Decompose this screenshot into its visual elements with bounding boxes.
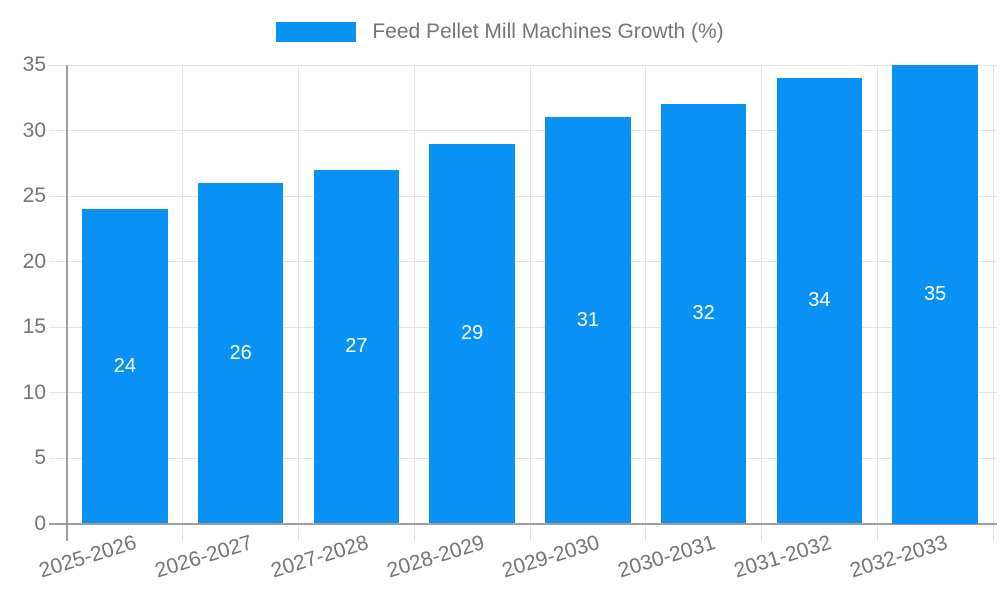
y-axis-tick-label: 5 (34, 446, 46, 469)
y-gridline (49, 392, 997, 393)
y-axis-tick-label: 10 (22, 380, 46, 404)
y-axis-tick-label: 35 (22, 53, 46, 76)
x-axis-tick (298, 523, 299, 541)
y-gridline (49, 195, 997, 197)
bar[interactable]: 24 (82, 209, 168, 524)
bar-value-label: 29 (461, 322, 484, 345)
x-axis-tick-label: 2027-2028 (268, 531, 372, 583)
x-axis-tick-label: 2032-2033 (847, 531, 950, 583)
y-gridline (49, 130, 997, 131)
y-axis-line (65, 65, 68, 541)
bar-value-label: 34 (808, 289, 831, 312)
y-axis-tick-label: 30 (22, 118, 46, 142)
x-axis-tick-label: 2029-2030 (499, 531, 603, 583)
legend-swatch[interactable] (276, 22, 357, 42)
bar-value-label: 26 (229, 341, 252, 364)
x-gridline (761, 65, 762, 524)
x-gridline (645, 65, 647, 524)
x-gridline (298, 65, 299, 524)
x-gridline (876, 65, 878, 524)
x-axis-tick (876, 523, 878, 541)
x-axis-tick (761, 523, 762, 541)
y-axis-tick-label: 20 (22, 249, 46, 273)
y-axis-tick-label: 0 (34, 511, 46, 535)
x-gridline (992, 65, 994, 524)
y-gridline (49, 457, 997, 459)
y-gridline (49, 64, 997, 66)
bar[interactable]: 34 (776, 78, 863, 524)
x-axis-tick-label: 2025-2026 (36, 531, 140, 583)
x-axis-tick (645, 523, 647, 541)
x-axis-tick-label: 2028-2029 (384, 531, 487, 583)
x-axis-tick-label: 2030-2031 (615, 531, 719, 583)
y-axis-tick-label: 25 (22, 184, 46, 207)
x-gridline (182, 65, 184, 524)
bar[interactable]: 29 (429, 143, 515, 524)
x-axis-tick-label: 2026-2027 (152, 531, 256, 583)
bar[interactable]: 31 (545, 117, 631, 524)
bar[interactable]: 26 (197, 182, 284, 524)
x-gridline (529, 65, 531, 524)
x-axis-tick (992, 523, 994, 541)
bar-value-label: 24 (113, 354, 136, 377)
x-axis-line (49, 522, 997, 525)
x-axis-tick (182, 523, 184, 541)
bar[interactable]: 27 (313, 169, 400, 524)
x-axis-tick (529, 523, 531, 541)
bar[interactable]: 32 (660, 104, 747, 524)
legend: Feed Pellet Mill Machines Growth (%) (0, 20, 1000, 44)
bar-value-label: 27 (345, 335, 368, 358)
y-gridline (49, 326, 997, 328)
y-gridline (49, 261, 997, 262)
bar-value-label: 32 (692, 302, 715, 325)
y-axis-tick-label: 15 (22, 315, 46, 338)
bar[interactable]: 35 (892, 65, 978, 524)
x-axis-tick-label: 2031-2032 (731, 531, 835, 583)
bar-value-label: 31 (576, 308, 599, 331)
bar-value-label: 35 (924, 282, 947, 305)
x-gridline (413, 65, 415, 524)
x-axis-tick (413, 523, 415, 541)
legend-label[interactable]: Feed Pellet Mill Machines Growth (%) (372, 20, 724, 43)
